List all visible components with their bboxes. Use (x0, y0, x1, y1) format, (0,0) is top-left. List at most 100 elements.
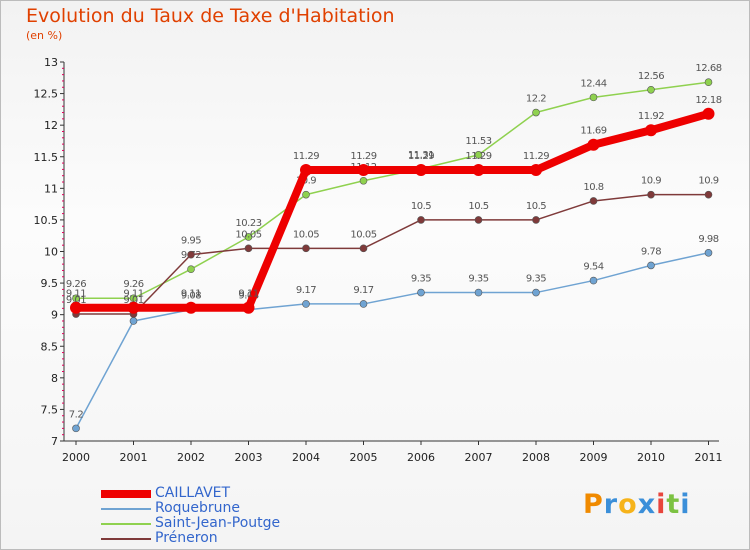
y-tick-label: 10 (44, 246, 58, 259)
data-point (704, 248, 713, 257)
x-tick-label: 2009 (580, 451, 608, 464)
data-label: 11.29 (408, 151, 434, 162)
data-label: 9.11 (66, 289, 86, 300)
data-label: 9.35 (411, 274, 431, 285)
y-tick-label: 9 (51, 309, 58, 322)
data-label: 7.2 (69, 409, 84, 420)
y-tick-label: 8 (51, 372, 58, 385)
data-point (530, 164, 542, 177)
x-tick-label: 2006 (407, 451, 435, 464)
data-point (704, 190, 713, 199)
data-label: 11.92 (638, 111, 664, 122)
data-point (359, 244, 368, 253)
legend-swatch (101, 538, 151, 540)
data-label: 9.11 (123, 289, 143, 300)
data-point (302, 244, 310, 253)
x-tick-label: 2002 (177, 451, 205, 464)
data-label: 11.29 (465, 151, 491, 162)
data-label: 10.05 (293, 229, 319, 240)
data-label: 12.56 (638, 71, 664, 82)
data-label: 9.98 (698, 234, 718, 245)
data-label: 9.54 (583, 262, 603, 273)
legend-swatch (101, 490, 151, 498)
data-label: 10.5 (468, 201, 488, 212)
chart-subtitle: (en %) (26, 29, 63, 42)
x-tick-label: 2010 (637, 451, 665, 464)
data-label: 9.08 (181, 291, 201, 302)
proxiti-logo: Proxiti (583, 489, 691, 520)
data-point (359, 176, 368, 185)
data-label: 9.08 (238, 291, 258, 302)
data-point (587, 138, 600, 151)
data-label: 12.18 (695, 95, 721, 106)
data-label: 9.26 (123, 279, 143, 290)
x-tick-label: 2004 (292, 451, 320, 464)
data-label: 9.95 (181, 236, 201, 247)
data-label: 9.01 (123, 295, 143, 306)
data-label: 10.9 (641, 176, 661, 187)
data-point (417, 288, 425, 297)
logo-letter: i (680, 489, 691, 520)
data-point (532, 216, 540, 224)
y-tick-label: 13 (44, 56, 58, 69)
data-point (647, 261, 655, 270)
data-label: 10.8 (583, 182, 603, 193)
data-label: 9.11 (238, 289, 258, 300)
logo-letter: t (666, 489, 681, 520)
data-point (187, 250, 195, 259)
series-line-caillavet (76, 109, 710, 312)
data-point (474, 288, 483, 297)
y-tick-label: 12 (44, 119, 58, 132)
series-line-saint-jean-poutge (76, 81, 709, 299)
x-tick-label: 2001 (120, 451, 148, 464)
chart-title: Evolution du Taux de Taxe d'Habitation (26, 5, 395, 27)
data-label: 10.05 (235, 229, 261, 240)
data-point (302, 190, 310, 199)
logo-letter: o (618, 489, 638, 520)
data-point (704, 78, 713, 87)
data-label: 9.35 (526, 274, 546, 285)
data-point (474, 151, 483, 159)
data-point (472, 164, 485, 177)
data-label: 10.5 (411, 201, 431, 212)
data-label: 10.9 (296, 176, 316, 187)
data-point (589, 276, 598, 285)
legend-swatch (101, 523, 151, 525)
data-point (129, 317, 138, 325)
data-point (302, 300, 310, 308)
y-tick-label: 11 (44, 182, 58, 195)
data-point (244, 233, 253, 241)
data-point (72, 424, 80, 433)
data-label: 9.17 (296, 285, 316, 296)
data-point (532, 288, 540, 297)
data-point (300, 164, 312, 177)
data-point (532, 108, 540, 117)
legend-label: Préneron (155, 530, 218, 546)
x-tick-label: 2003 (235, 451, 263, 464)
x-tick-label: 2005 (350, 451, 378, 464)
data-label: 9.17 (353, 285, 373, 296)
data-point (645, 124, 657, 137)
y-tick-label: 8.5 (41, 340, 59, 353)
legend-label: Saint-Jean-Poutge (155, 515, 281, 531)
y-tick-label: 11.5 (34, 151, 59, 164)
y-tick-label: 9.5 (41, 277, 59, 290)
data-point (185, 301, 197, 314)
logo-letter: x (637, 489, 657, 520)
data-point (589, 197, 598, 205)
x-tick-label: 2008 (522, 451, 550, 464)
y-tick-label: 7 (51, 435, 58, 448)
data-label: 10.5 (526, 201, 546, 212)
y-tick-label: 10.5 (34, 214, 59, 227)
logo-letter: i (656, 489, 667, 520)
data-label: 9.35 (468, 274, 488, 285)
data-label: 12.68 (695, 63, 721, 74)
data-label: 10.23 (235, 218, 261, 229)
data-point (417, 216, 425, 224)
legend-label: Roquebrune (155, 500, 241, 516)
data-label: 11.53 (465, 136, 491, 147)
data-label: 9.11 (181, 289, 201, 300)
logo-letter: P (583, 489, 604, 520)
